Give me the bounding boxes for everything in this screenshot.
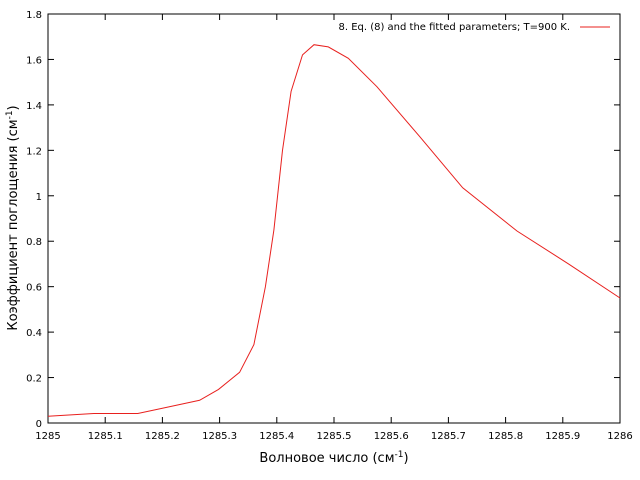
y-tick-label: 0	[36, 419, 42, 430]
x-tick-label: 1285.2	[145, 431, 180, 442]
y-tick-label: 0.4	[26, 328, 42, 339]
series-layer	[47, 44, 621, 417]
x-tick-label: 1285.5	[317, 431, 352, 442]
y-tick-label: 0.8	[26, 237, 42, 248]
x-tick-label: 1285.1	[88, 431, 123, 442]
legend: 8. Eq. (8) and the fitted parameters; T=…	[338, 22, 610, 33]
x-tick-label: 1285.6	[374, 431, 409, 442]
x-tick-label: 1285.4	[259, 431, 294, 442]
y-axis-label: Коэффициент поглощения (см-1)	[5, 105, 21, 330]
x-tick-label: 1285.7	[431, 431, 466, 442]
y-tick-label: 1.6	[26, 55, 42, 66]
x-tick-label: 1285.3	[202, 431, 237, 442]
x-axis-label: Волновое число (см-1)	[259, 450, 408, 466]
y-tick-label: 1	[36, 192, 42, 203]
x-tick-label: 1286	[607, 431, 632, 442]
series-line	[47, 44, 621, 417]
y-tick-label: 1.2	[26, 146, 42, 157]
legend-label: 8. Eq. (8) and the fitted parameters; T=…	[338, 22, 570, 33]
plot-frame	[47, 13, 621, 424]
y-tick-label: 1.8	[26, 10, 42, 21]
x-axis-ticks: 1285 1285.1 1285.2 1285.3 1285.4 1285.5 1285.6…	[35, 14, 633, 442]
y-tick-label: 0.2	[26, 374, 42, 385]
x-tick-label: 1285	[35, 431, 60, 442]
x-tick-label: 1285.8	[488, 431, 523, 442]
y-tick-label: 0.6	[26, 283, 42, 294]
y-tick-label: 1.4	[26, 101, 42, 112]
y-axis-ticks: 0 0.2 0.4 0.6 0.8 1 1.2 1.4 1.6 1.8	[26, 10, 620, 430]
x-tick-label: 1285.9	[545, 431, 580, 442]
